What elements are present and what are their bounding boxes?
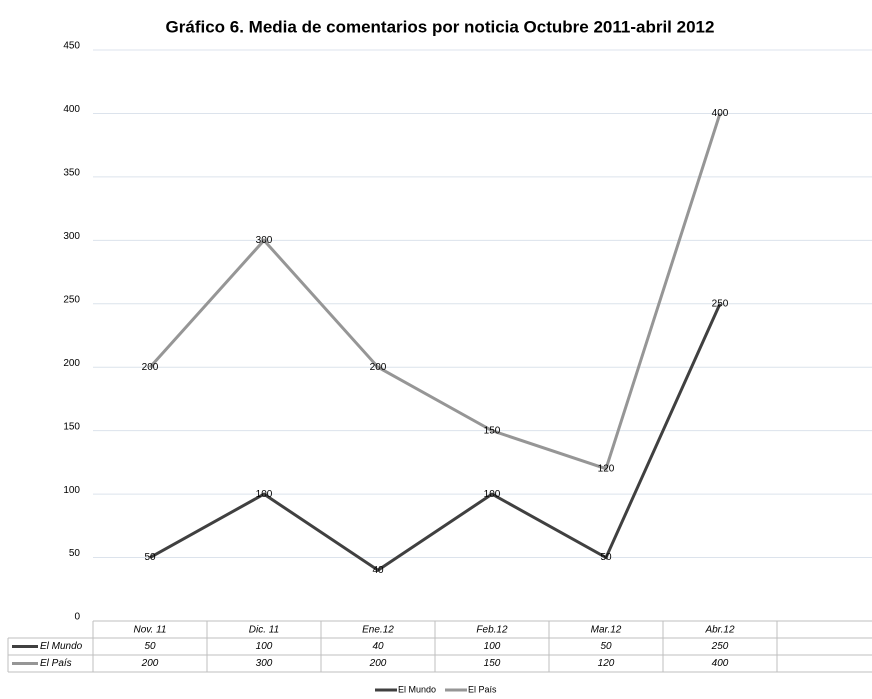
table-cell: 250 <box>711 641 729 652</box>
data-label: 50 <box>144 552 156 563</box>
data-label: 250 <box>712 298 729 309</box>
table-cell: 50 <box>144 641 156 652</box>
y-tick-label: 150 <box>63 421 80 432</box>
data-label: 400 <box>712 108 729 119</box>
table-cell: 300 <box>256 658 273 669</box>
y-tick-label: 450 <box>63 41 80 52</box>
data-label: 100 <box>256 489 273 500</box>
table-cell: 50 <box>600 641 612 652</box>
table-row-label: El País <box>40 658 72 669</box>
y-tick-label: 350 <box>63 168 80 179</box>
x-tick-label: Nov. 11 <box>134 625 167 636</box>
data-label: 200 <box>370 362 387 373</box>
y-tick-label: 0 <box>74 612 80 623</box>
x-tick-label: Ene.12 <box>362 625 394 636</box>
table-cell: 150 <box>484 658 501 669</box>
legend-label: El Mundo <box>398 684 436 694</box>
table-cell: 100 <box>256 641 273 652</box>
table-cell: 40 <box>372 641 384 652</box>
table-cell: 400 <box>712 658 729 669</box>
y-tick-label: 300 <box>63 231 80 242</box>
table-cell: 200 <box>141 658 159 669</box>
series-line <box>148 112 722 471</box>
y-tick-label: 250 <box>63 294 80 305</box>
data-label: 150 <box>484 425 501 436</box>
data-label: 200 <box>142 362 159 373</box>
legend-label: El País <box>468 684 497 694</box>
y-tick-label: 400 <box>63 104 80 115</box>
x-tick-label: Dic. 11 <box>249 625 279 636</box>
x-tick-label: Abr.12 <box>704 625 735 636</box>
data-label: 40 <box>372 565 384 576</box>
x-tick-label: Feb.12 <box>476 625 508 636</box>
table-row-label: El Mundo <box>40 641 83 652</box>
y-tick-label: 50 <box>69 548 81 559</box>
y-tick-label: 100 <box>63 485 80 496</box>
x-tick-label: Mar.12 <box>591 625 622 636</box>
data-label: 300 <box>256 235 273 246</box>
chart-title: Gráfico 6. Media de comentarios por noti… <box>166 17 715 36</box>
y-tick-label: 200 <box>63 358 80 369</box>
table-cell: 200 <box>369 658 387 669</box>
data-label: 100 <box>484 489 501 500</box>
series-line <box>149 303 722 573</box>
data-label: 50 <box>600 552 612 563</box>
table-cell: 100 <box>484 641 501 652</box>
table-cell: 120 <box>598 658 615 669</box>
data-label: 120 <box>598 463 615 474</box>
